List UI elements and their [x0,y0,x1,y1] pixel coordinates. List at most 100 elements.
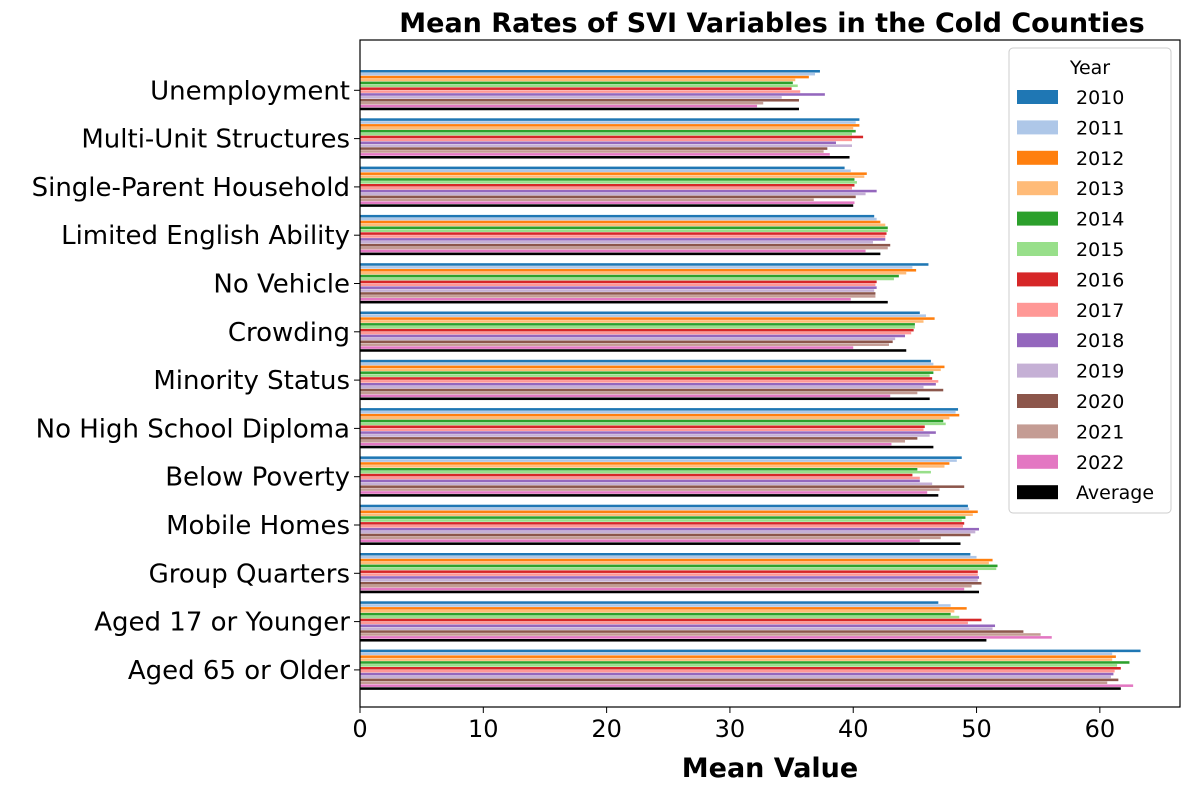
bar [360,84,798,88]
bar [360,672,1114,676]
y-tick-label: No Vehicle [213,270,350,300]
bar [360,317,935,320]
bar [360,365,945,369]
bars-layer [360,70,1141,690]
bar [360,507,970,511]
x-tick-label: 10 [468,715,499,743]
bar [360,70,820,73]
bar [360,434,930,437]
legend-swatch [1017,485,1058,500]
bar [360,425,925,429]
bar [360,292,876,295]
bar [360,186,852,190]
y-tick-label: No High School Diploma [36,414,350,444]
bar [360,328,914,332]
bar [360,241,873,244]
legend-label: 2012 [1076,148,1124,170]
bar [360,144,852,147]
legend-label: 2022 [1076,452,1124,474]
bar [360,494,939,497]
legend-swatch [1017,333,1058,348]
bar [360,558,993,562]
legend-label: 2013 [1076,178,1124,200]
bar [360,124,860,127]
bar [360,349,907,352]
bar [360,473,913,477]
bar [360,485,965,488]
bar [360,542,961,545]
bar [360,579,978,582]
bar [360,298,851,301]
bar [360,223,886,227]
x-axis: 0 10 20 30 40 50 60 [352,707,1115,743]
bar [360,243,891,247]
bar [360,587,965,591]
bar [360,175,865,178]
bar [360,189,877,193]
bar [360,476,920,480]
y-tick-label: Below Poverty [165,463,350,493]
bar [360,72,816,76]
bar [360,286,877,289]
bar [360,295,876,298]
bar [360,104,758,108]
legend-swatch [1017,211,1058,226]
bar [360,513,973,516]
bar [360,636,1052,639]
bar [360,667,1121,670]
legend-swatch [1017,120,1058,135]
bar [360,289,875,292]
bar [360,283,876,287]
bar [360,271,907,275]
bar [360,669,1115,673]
legend-label: 2011 [1076,117,1124,139]
bar [360,630,1024,633]
legend-label: 2020 [1076,391,1124,413]
bar [360,368,941,372]
bar [360,604,951,607]
bar [360,269,917,272]
bar [360,107,799,111]
y-tick-label: Minority Status [153,366,350,396]
bar [360,462,950,465]
bar [360,238,886,241]
bar [360,504,968,508]
bar [360,465,945,468]
bar [360,172,867,175]
y-tick-label: Limited English Ability [61,221,350,251]
bar [360,618,982,622]
bar [360,311,920,315]
bar [360,232,887,235]
bar [360,442,892,446]
bar [360,300,888,304]
bar [360,383,936,386]
y-tick-label: Crowding [228,318,350,348]
bar [360,263,929,266]
bar [360,377,933,380]
legend: Year 2010 2011 2012 2013 2014 2015 2016 2017 2018… [1008,47,1172,514]
bar [360,437,918,440]
bar [360,516,966,519]
bar [360,470,931,474]
bar [360,169,851,173]
bar [360,687,1121,690]
bar [360,624,996,628]
bar [360,178,855,181]
bar [360,346,854,349]
bar [360,533,971,537]
bar [360,488,940,491]
legend-swatch [1017,424,1058,439]
bar [360,166,845,170]
legend-label: 2021 [1076,421,1124,443]
bar [360,519,962,522]
bar [360,681,1108,685]
bar [360,204,854,207]
bar [360,156,850,159]
bar [360,590,980,594]
y-tick-label: Group Quarters [149,559,350,589]
legend-swatch [1017,90,1058,104]
bar [360,468,918,471]
bar [360,362,934,366]
x-tick-label: 0 [352,715,367,743]
bar [360,627,993,630]
